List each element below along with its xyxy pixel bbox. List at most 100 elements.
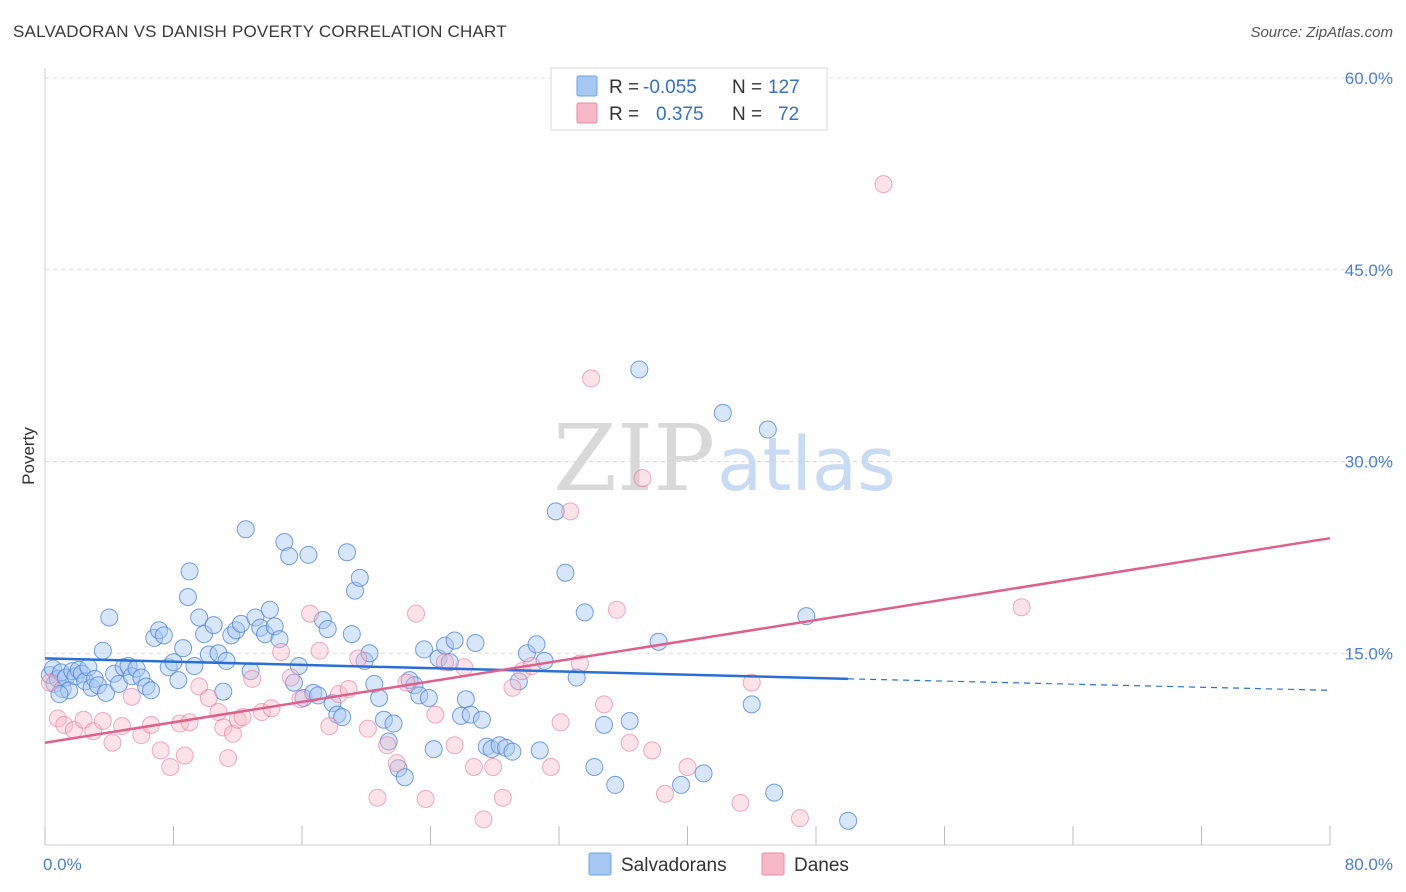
salvadoran-point	[713, 403, 732, 422]
salvadoran-point	[477, 737, 496, 756]
dane-point	[541, 758, 560, 777]
salvadoran-point	[236, 520, 255, 539]
salvadoran-point	[556, 563, 575, 582]
salvadoran-point	[440, 653, 459, 672]
salvadoran-point	[337, 543, 356, 562]
salvadoran-point	[275, 533, 294, 552]
salvadoran-point	[251, 618, 270, 637]
chart-title: SALVADORAN VS DANISH POVERTY CORRELATION…	[13, 22, 507, 41]
salvadoran-point	[585, 758, 604, 777]
salvadoran-point	[594, 715, 613, 734]
salvadoran-point	[606, 775, 625, 794]
salvadoran-point	[370, 688, 389, 707]
dane-point	[103, 733, 122, 752]
dane-point	[310, 641, 329, 660]
y-tick-label: 15.0%	[1345, 644, 1393, 663]
dane-point	[594, 695, 613, 714]
dane-point	[175, 746, 194, 765]
dane-point	[199, 688, 218, 707]
salvadoran-point	[630, 360, 649, 379]
salvadoran-point	[204, 616, 223, 635]
salvadoran-point	[839, 811, 858, 830]
salvadoran-point	[395, 768, 414, 787]
watermark-atlas: atlas	[717, 422, 896, 508]
dane-point	[48, 709, 67, 728]
salvadoran-point	[256, 625, 275, 644]
x-tick-label-min: 0.0%	[43, 855, 82, 874]
bottom-legend-salvadorans: Salvadorans	[621, 855, 727, 876]
salvadoran-point	[132, 668, 151, 687]
bottom-legend-danes: Danes	[794, 855, 849, 876]
dane-point	[397, 673, 416, 692]
dane-point	[742, 673, 761, 692]
danes-trendline	[44, 536, 1331, 744]
legend-n-value-1: 127	[768, 77, 800, 98]
dane-point	[426, 705, 445, 724]
salvadoran-point	[527, 635, 546, 654]
salvadoran-point	[509, 672, 528, 691]
legend-swatch-danes	[576, 102, 598, 124]
dane-point	[358, 719, 377, 738]
dane-point	[243, 669, 262, 688]
legend-swatch-salvadorans	[576, 75, 598, 97]
correlation-legend: R = -0.055 N = 127 R = 0.375 N = 72	[550, 67, 828, 131]
dane-point	[445, 736, 464, 755]
legend-r-value-2: 0.375	[656, 104, 704, 125]
salvadoran-point	[567, 668, 586, 687]
dane-point	[180, 713, 199, 732]
watermark-zip: ZIP	[553, 405, 715, 512]
salvadoran-point	[742, 695, 761, 714]
salvadoran-point	[195, 625, 214, 644]
salvadoran-point	[174, 639, 193, 658]
salvadoran-point	[284, 673, 303, 692]
dane-point	[731, 793, 750, 812]
legend-n-value-2: 72	[778, 104, 799, 125]
salvadoran-point	[546, 502, 565, 521]
bottom-legend-swatch-salvadorans	[588, 852, 612, 876]
salvadoran-point	[758, 420, 777, 439]
salvadoran-point	[503, 742, 522, 761]
y-tick-label: 45.0%	[1345, 261, 1393, 280]
salvadoran-point	[100, 608, 119, 627]
salvadoran-point	[360, 644, 379, 663]
salvadoran-point	[461, 705, 480, 724]
dane-point	[301, 604, 320, 623]
salvadoran-point	[97, 683, 116, 702]
salvadoran-point	[765, 783, 784, 802]
legend-r-label-1: R =	[609, 77, 639, 98]
dane-point	[122, 687, 141, 706]
dane-point	[209, 703, 228, 722]
y-tick-label: 30.0%	[1345, 453, 1393, 472]
salvadoran-point	[154, 626, 173, 645]
dane-point	[561, 502, 580, 521]
salvadoran-point	[50, 685, 69, 704]
dane-point	[55, 715, 74, 734]
salvadoran-point	[105, 664, 124, 683]
dane-point	[387, 754, 406, 773]
dane-point	[219, 749, 238, 768]
dane-point	[484, 758, 503, 777]
salvadoran-point	[93, 641, 112, 660]
dane-point	[349, 649, 368, 668]
salvadoran-point	[672, 775, 691, 794]
legend-n-label-2: N =	[732, 104, 762, 125]
dane-point	[790, 809, 809, 828]
axes	[44, 68, 1331, 846]
salvadoran-point	[424, 740, 443, 759]
dane-point	[464, 758, 483, 777]
dane-point	[620, 733, 639, 752]
salvadoran-point	[456, 690, 475, 709]
salvadoran-point	[445, 631, 464, 650]
dane-point	[272, 642, 291, 661]
dane-point	[190, 677, 209, 696]
dane-point	[223, 724, 242, 743]
dane-point	[607, 600, 626, 619]
salvadoran-point	[452, 706, 471, 725]
salvadoran-point	[575, 603, 594, 622]
salvadoran-point	[142, 681, 161, 700]
salvadoran-point	[342, 625, 361, 644]
salvadoran-point	[280, 547, 299, 566]
watermark: ZIP atlas	[553, 405, 896, 512]
dane-point	[214, 718, 233, 737]
